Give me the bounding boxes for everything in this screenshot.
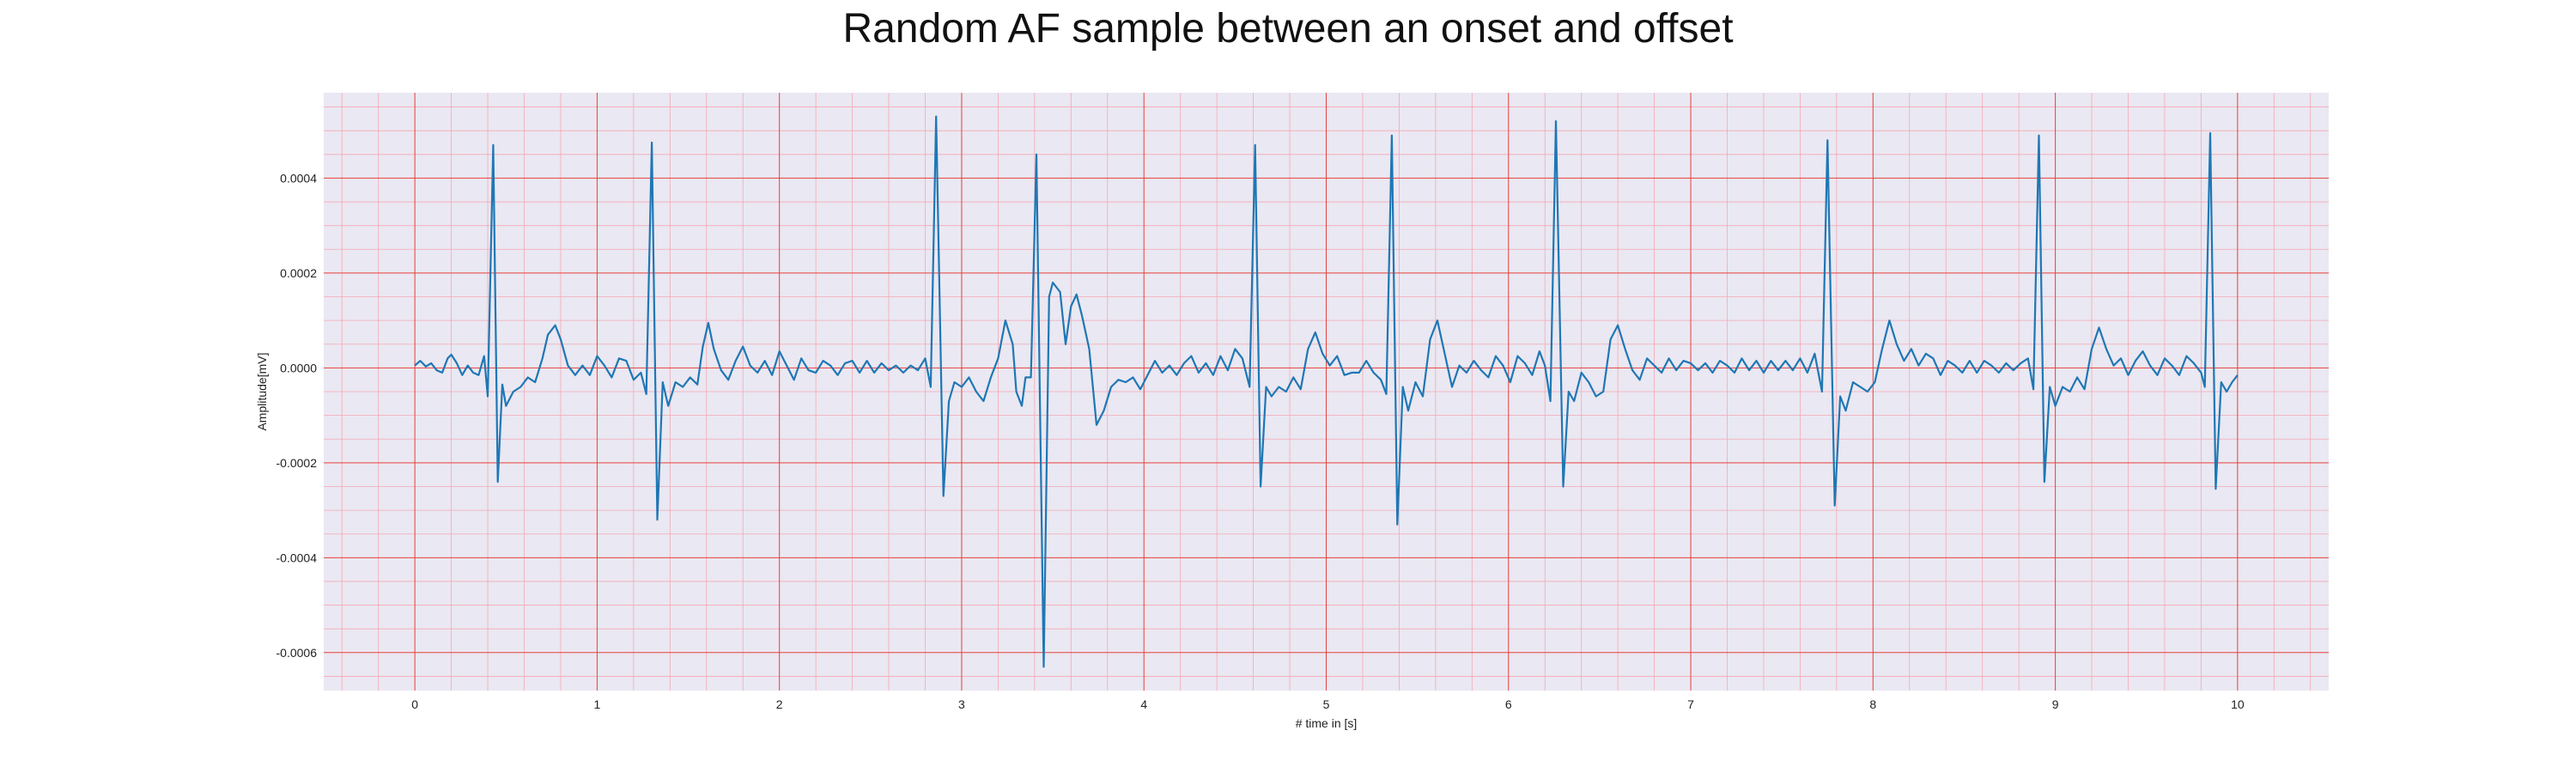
y-tick-label: 0.0002 xyxy=(280,266,317,280)
chart-title: Random AF sample between an onset and of… xyxy=(842,6,1734,52)
x-tick-label: 0 xyxy=(411,697,418,711)
x-tick-label: 5 xyxy=(1323,697,1330,711)
x-tick-label: 8 xyxy=(1869,697,1876,711)
x-tick-label: 9 xyxy=(2052,697,2059,711)
series-layer xyxy=(414,115,2239,668)
y-axis-label: Amplitude[mV] xyxy=(255,352,269,430)
x-tick-label: 4 xyxy=(1140,697,1147,711)
x-tick-label: 1 xyxy=(594,697,601,711)
y-tick-labels: 0.0004 0.0002 0.0000 -0.0002 -0.0004 -0.0006 xyxy=(276,171,318,659)
x-tick-label: 6 xyxy=(1505,697,1512,711)
x-axis-label: # time in [s] xyxy=(1296,716,1358,730)
y-tick-label: -0.0002 xyxy=(276,456,318,470)
x-tick-label: 3 xyxy=(958,697,965,711)
y-tick-label: 0.0000 xyxy=(280,361,317,374)
x-tick-label: 7 xyxy=(1687,697,1694,711)
x-tick-label: 2 xyxy=(776,697,783,711)
x-tick-labels: 0 1 2 3 4 5 6 7 8 9 10 xyxy=(411,697,2245,711)
x-tick-label: 10 xyxy=(2231,697,2245,711)
y-tick-label: -0.0004 xyxy=(276,551,318,564)
y-tick-label: -0.0006 xyxy=(276,646,318,660)
ecg-series-line xyxy=(414,115,2239,668)
y-tick-label: 0.0004 xyxy=(280,171,317,185)
